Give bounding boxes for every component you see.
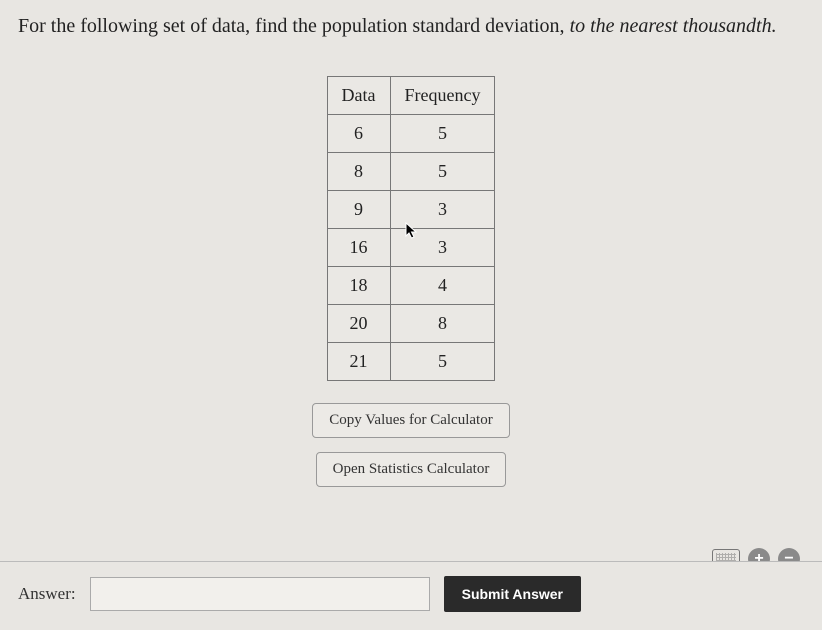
table-row: 208 (327, 305, 495, 343)
cell: 3 (390, 229, 495, 267)
cell: 16 (327, 229, 390, 267)
cell: 3 (390, 191, 495, 229)
answer-label: Answer: (18, 584, 76, 604)
table-body: 65 85 93 163 184 208 215 (327, 115, 495, 381)
open-calculator-button[interactable]: Open Statistics Calculator (316, 452, 507, 487)
answer-input[interactable] (90, 577, 430, 611)
cell: 9 (327, 191, 390, 229)
table-row: 85 (327, 153, 495, 191)
col-header-frequency: Frequency (390, 77, 495, 115)
cell: 20 (327, 305, 390, 343)
submit-answer-button[interactable]: Submit Answer (444, 576, 581, 612)
table-header-row: Data Frequency (327, 77, 495, 115)
cell: 4 (390, 267, 495, 305)
cell: 18 (327, 267, 390, 305)
tool-buttons: Copy Values for Calculator Open Statisti… (0, 403, 822, 487)
cell: 6 (327, 115, 390, 153)
data-table: Data Frequency 65 85 93 163 184 208 215 (327, 76, 496, 381)
col-header-data: Data (327, 77, 390, 115)
cell: 5 (390, 343, 495, 381)
table-row: 65 (327, 115, 495, 153)
cell: 8 (327, 153, 390, 191)
question-lead: For the following set of data, find the … (18, 15, 570, 37)
question-text: For the following set of data, find the … (0, 0, 822, 48)
cell: 21 (327, 343, 390, 381)
table-row: 163 (327, 229, 495, 267)
data-table-wrap: Data Frequency 65 85 93 163 184 208 215 (0, 76, 822, 381)
cell: 5 (390, 115, 495, 153)
cell: 5 (390, 153, 495, 191)
table-row: 93 (327, 191, 495, 229)
copy-values-button[interactable]: Copy Values for Calculator (312, 403, 509, 438)
question-italic: to the nearest thousandth. (570, 15, 777, 37)
answer-bar: Answer: Submit Answer (0, 561, 822, 630)
table-row: 184 (327, 267, 495, 305)
cell: 8 (390, 305, 495, 343)
table-row: 215 (327, 343, 495, 381)
